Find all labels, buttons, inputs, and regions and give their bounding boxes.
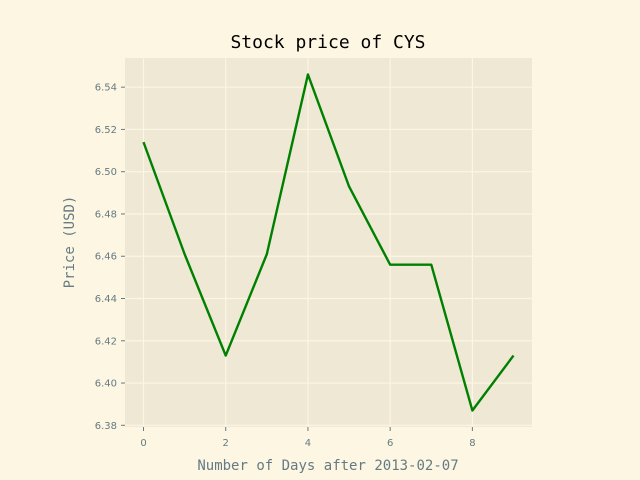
series-line — [142, 73, 515, 412]
y-tick-label: 6.42 — [95, 336, 117, 347]
x-tick-label: 4 — [305, 438, 311, 449]
y-tick-label: 6.54 — [95, 83, 117, 94]
y-tick-label: 6.38 — [95, 421, 117, 432]
y-tick-label: 6.46 — [95, 252, 117, 263]
plot-area — [125, 58, 532, 427]
y-tick-label: 6.44 — [95, 294, 117, 305]
y-tick-label: 6.48 — [95, 209, 117, 220]
chart-title: Stock price of CYS — [230, 32, 425, 53]
x-tick-label: 2 — [223, 438, 229, 449]
axis-ticks: 0 2 4 6 8 6.38 6.40 6.42 6.44 6.46 6.48 6.50 6.52 6.5… — [95, 83, 476, 449]
y-axis-label: Price (USD) — [62, 196, 78, 289]
x-tick-label: 8 — [469, 438, 475, 449]
y-tick-label: 6.50 — [95, 167, 117, 178]
y-tick-label: 6.52 — [95, 125, 117, 136]
y-tick-label: 6.40 — [95, 379, 117, 390]
x-tick-label: 6 — [387, 438, 393, 449]
x-tick-label: 0 — [140, 438, 146, 449]
x-axis-label: Number of Days after 2013-02-07 — [197, 458, 458, 474]
